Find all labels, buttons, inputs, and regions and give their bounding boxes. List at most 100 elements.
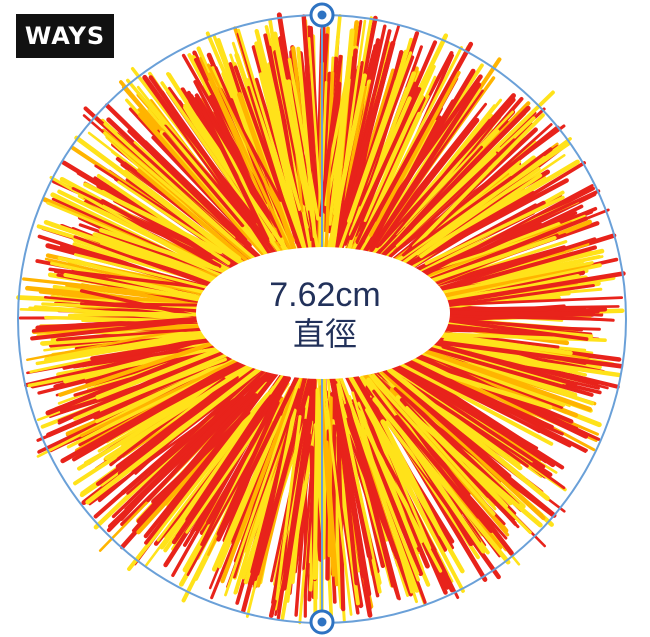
spike — [355, 96, 426, 245]
spike — [194, 93, 279, 228]
spike — [363, 64, 436, 223]
spike — [98, 227, 220, 272]
spike — [328, 19, 367, 280]
top-handle-icon — [309, 2, 335, 28]
spike — [224, 364, 306, 597]
diameter-value: 7.62cm — [269, 276, 381, 315]
spike — [362, 351, 512, 483]
spike — [73, 253, 221, 292]
spike — [319, 54, 343, 217]
spike — [206, 63, 295, 242]
spike — [321, 365, 353, 616]
spike — [424, 195, 565, 266]
spike — [412, 113, 545, 249]
spike — [346, 70, 404, 224]
spike — [364, 428, 443, 573]
spike — [162, 132, 245, 228]
spike — [372, 397, 511, 565]
spike — [347, 89, 484, 285]
spike — [312, 388, 320, 581]
bottom-handle-icon — [309, 609, 335, 635]
spike — [380, 419, 444, 537]
label-bubble — [196, 247, 450, 379]
spike — [171, 357, 297, 577]
spike — [281, 394, 317, 591]
diameter-label: 7.62cm 直徑 — [196, 246, 454, 384]
spike — [395, 151, 497, 248]
spike — [258, 72, 315, 281]
spike — [363, 118, 491, 272]
spike — [436, 317, 589, 341]
spike — [206, 376, 291, 525]
spike — [115, 375, 239, 469]
spike — [95, 364, 261, 486]
spike — [36, 352, 241, 458]
spike — [77, 352, 266, 471]
ways-logo: WAYS — [16, 14, 114, 58]
spike — [413, 261, 594, 300]
spike — [418, 364, 553, 410]
spike — [334, 363, 420, 582]
spike — [344, 25, 400, 206]
spike — [95, 340, 240, 400]
spike — [386, 367, 550, 501]
spike — [220, 388, 297, 584]
spike — [323, 71, 335, 276]
spike — [49, 175, 219, 274]
spike — [156, 385, 275, 542]
spike — [48, 267, 212, 290]
spike — [405, 178, 569, 268]
spike — [211, 415, 283, 572]
spike — [27, 340, 250, 388]
spike — [170, 111, 259, 224]
spike — [372, 373, 497, 511]
spike — [96, 173, 231, 266]
spike — [335, 383, 382, 594]
spike — [407, 410, 543, 528]
spike — [414, 352, 589, 439]
spike — [275, 415, 302, 601]
spike — [157, 119, 248, 227]
spike — [364, 369, 496, 516]
spike — [412, 385, 553, 477]
spike — [296, 46, 317, 239]
spike — [423, 338, 624, 369]
spike — [105, 377, 223, 444]
spike — [90, 147, 270, 284]
spike — [144, 370, 280, 545]
spike — [111, 357, 279, 519]
spike — [342, 41, 474, 275]
spike — [216, 400, 280, 537]
spike — [360, 352, 544, 517]
spike — [368, 70, 461, 237]
spike — [254, 41, 302, 212]
spike — [71, 186, 212, 256]
spike — [287, 79, 320, 251]
spike — [268, 45, 314, 276]
logo-text: WAYS — [24, 22, 106, 50]
spike — [330, 379, 373, 560]
spike — [274, 44, 311, 211]
spike — [394, 415, 494, 534]
spike — [419, 173, 543, 259]
spike — [66, 364, 231, 449]
spike — [254, 368, 315, 577]
spike — [406, 189, 601, 282]
spike — [151, 410, 251, 504]
spike — [374, 117, 480, 249]
spike — [359, 410, 418, 548]
spike — [30, 316, 216, 341]
spike — [332, 28, 355, 216]
spike — [427, 322, 571, 341]
spike — [247, 85, 298, 245]
spike — [340, 362, 465, 574]
spike — [356, 99, 456, 265]
spike — [207, 72, 292, 252]
spike — [401, 176, 513, 257]
spike — [394, 110, 515, 235]
spike — [398, 354, 544, 428]
spike — [388, 168, 490, 258]
spike — [423, 184, 594, 277]
spike — [88, 398, 236, 506]
